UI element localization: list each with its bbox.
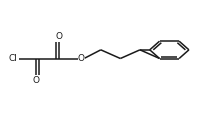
Text: O: O — [78, 54, 85, 63]
Text: Cl: Cl — [8, 54, 17, 63]
Text: O: O — [32, 76, 39, 85]
Text: O: O — [56, 32, 63, 41]
